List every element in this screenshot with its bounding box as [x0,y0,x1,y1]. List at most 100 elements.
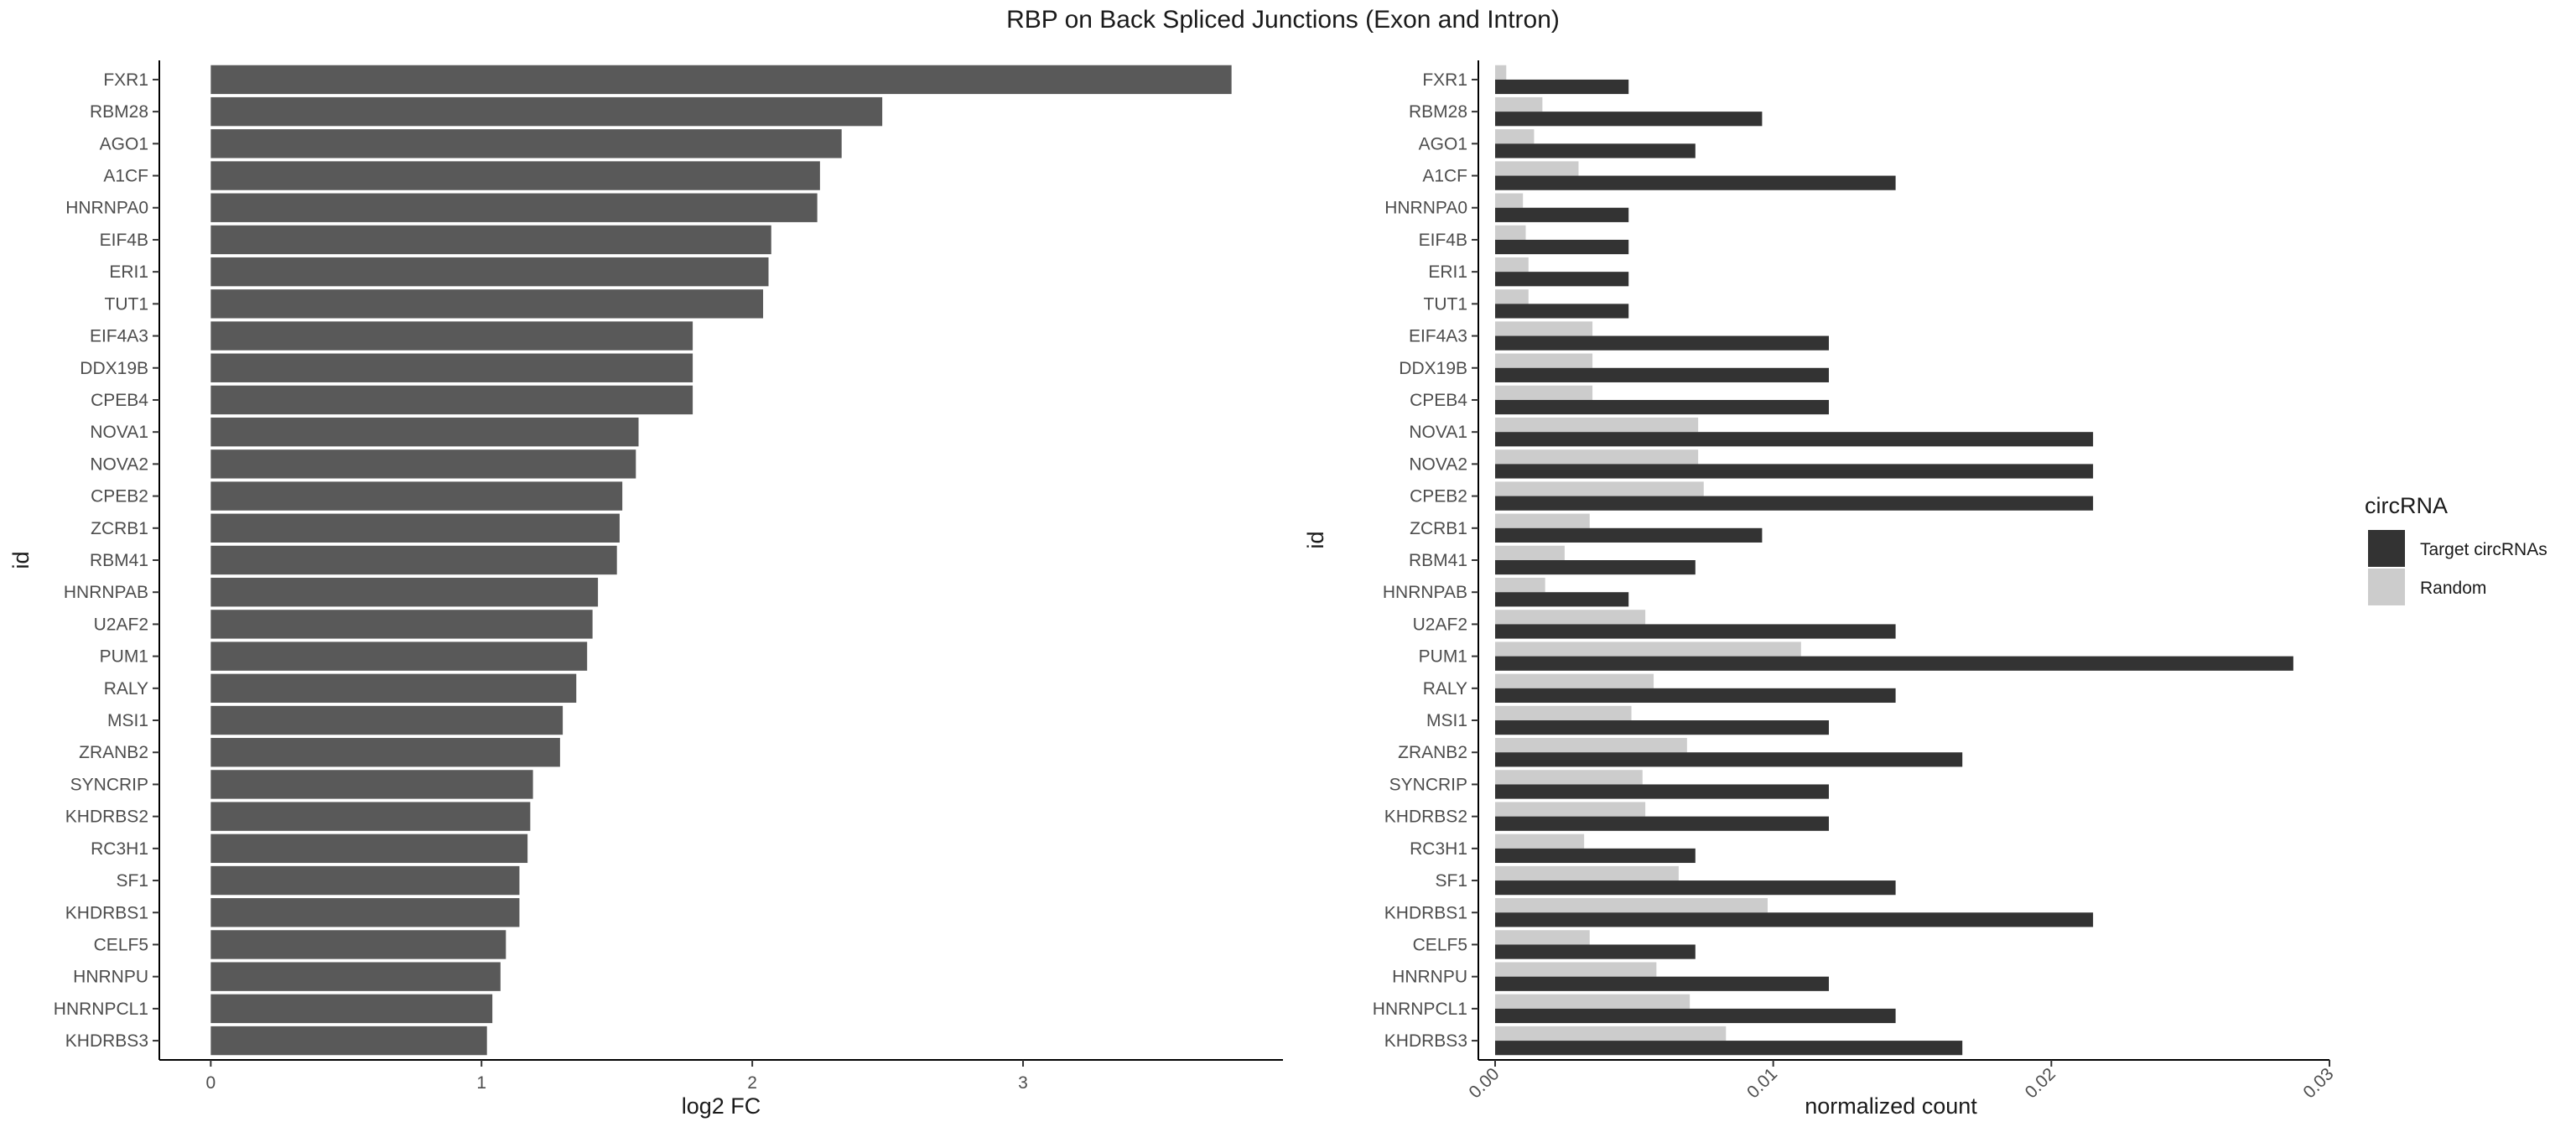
left-y-ticks: FXR1 RBM28 AGO1 A1CF HNRNPA0 EIF4B ERI1 TUT1 EIF… [54,70,159,1051]
right-y-tick-label: MSI1 [1426,711,1467,730]
left-x-axis-label: log2 FC [682,1093,761,1119]
right-y-tick-label: TUT1 [1424,294,1468,314]
left-bar-hnrnpa0 [210,193,818,222]
right-bars [1495,65,2293,1056]
left-y-tick-label: KHDRBS1 [65,903,148,922]
right-bar-target-ago1 [1495,143,1696,158]
right-bar-random-zcrb1 [1495,513,1590,528]
right-bar-random-cpeb2 [1495,481,1704,496]
legend-label-random: Random [2420,579,2486,598]
left-y-tick-label: RALY [104,679,148,699]
legend-swatch-target [2368,530,2405,567]
right-bar-target-hnrnpcl1 [1495,1008,1896,1024]
left-y-tick-label: CPEB2 [91,487,148,506]
chart-title: RBP on Back Spliced Junctions (Exon and … [1006,6,1560,34]
right-bar-target-sf1 [1495,880,1896,896]
left-bar-khdrbs3 [210,1026,487,1056]
right-bar-random-rbm41 [1495,545,1565,560]
right-bar-random-zranb2 [1495,738,1687,753]
left-bar-rbm28 [210,96,883,127]
right-bar-random-khdrbs2 [1495,802,1646,817]
right-bar-random-rbm28 [1495,96,1543,112]
right-y-tick-label: RBM41 [1409,551,1467,570]
right-y-tick-label: RALY [1423,679,1467,699]
right-bar-random-hnrnpcl1 [1495,994,1690,1009]
right-x-tick-label: 0.03 [2299,1064,2337,1102]
right-bar-target-tut1 [1495,304,1629,319]
right-bar-target-nova1 [1495,432,2094,447]
left-x-tick-label: 1 [476,1073,486,1093]
left-bar-hnrnpu [210,962,501,991]
left-bar-sf1 [210,865,520,896]
left-x-ticks: 0 1 2 3 [206,1060,1028,1093]
right-y-tick-label: HNRNPAB [1383,583,1467,602]
left-bar-khdrbs1 [210,898,520,927]
right-y-tick-label: HNRNPCL1 [1373,1000,1467,1019]
right-bar-target-rc3h1 [1495,848,1696,864]
right-bar-random-khdrbs1 [1495,898,1768,913]
left-y-tick-label: PUM1 [100,647,148,667]
right-y-ticks: FXR1 RBM28 AGO1 A1CF HNRNPA0 EIF4B ERI1 TUT1 EIF… [1373,70,1478,1051]
right-bar-target-hnrnpa0 [1495,207,1629,222]
left-y-tick-label: SYNCRIP [70,775,148,794]
left-bar-u2af2 [210,610,593,639]
left-bar-eri1 [210,257,769,287]
left-y-tick-label: ERI1 [109,262,148,282]
right-bar-target-a1cf [1495,175,1896,190]
right-y-tick-label: DDX19B [1399,359,1467,378]
right-bar-target-msi1 [1495,720,1829,735]
right-bar-target-eri1 [1495,272,1629,287]
right-bar-target-syncrip [1495,784,1829,799]
left-y-tick-label: KHDRBS3 [65,1031,148,1051]
right-bar-target-cpeb4 [1495,399,1829,415]
left-y-tick-label: TUT1 [105,294,149,314]
right-bar-random-msi1 [1495,705,1632,721]
left-bar-pum1 [210,641,588,671]
right-bar-random-hnrnpa0 [1495,193,1524,208]
right-bar-target-eif4a3 [1495,335,1829,351]
left-bar-nova2 [210,449,636,479]
left-bar-raly [210,673,577,704]
left-y-tick-label: U2AF2 [94,615,148,634]
right-bar-random-hnrnpu [1495,962,1657,977]
left-y-tick-label: EIF4A3 [90,327,148,346]
right-y-tick-label: RC3H1 [1410,839,1467,859]
left-y-tick-label: AGO1 [100,134,148,153]
right-y-tick-label: PUM1 [1419,647,1467,667]
right-y-tick-label: CELF5 [1413,935,1467,954]
right-y-tick-label: KHDRBS2 [1384,808,1467,827]
right-y-tick-label: EIF4A3 [1409,327,1467,346]
right-bar-target-khdrbs3 [1495,1041,1963,1056]
right-y-tick-label: U2AF2 [1413,615,1467,634]
right-bar-target-u2af2 [1495,624,1896,639]
right-x-tick-label: 0.02 [2022,1064,2059,1102]
left-y-tick-label: HNRNPA0 [65,199,148,218]
left-y-tick-label: EIF4B [100,231,148,250]
left-bar-ddx19b [210,353,693,382]
right-bar-target-nova2 [1495,464,2094,479]
right-bar-target-hnrnpab [1495,592,1629,607]
left-bar-zranb2 [210,738,560,767]
left-bar-cpeb2 [210,481,623,511]
right-y-tick-label: SYNCRIP [1389,775,1467,794]
right-bar-random-a1cf [1495,161,1579,176]
right-y-tick-label: NOVA2 [1409,454,1467,474]
right-bar-random-ago1 [1495,129,1535,144]
right-bar-random-nova1 [1495,417,1699,433]
right-bar-random-nova2 [1495,449,1699,465]
right-bar-random-sf1 [1495,865,1679,881]
right-bar-target-khdrbs2 [1495,816,1829,831]
left-y-tick-label: HNRNPU [73,968,148,987]
right-y-tick-label: KHDRBS1 [1384,903,1467,922]
right-y-tick-label: AGO1 [1419,134,1467,153]
right-bar-target-pum1 [1495,656,2293,671]
right-bar-target-rbm41 [1495,560,1696,575]
right-y-tick-label: A1CF [1422,167,1467,186]
left-bar-celf5 [210,930,506,959]
right-y-tick-label: SF1 [1435,871,1467,891]
right-bar-random-eif4b [1495,225,1526,240]
left-y-tick-label: DDX19B [80,359,148,378]
left-y-tick-label: KHDRBS2 [65,808,148,827]
right-bar-random-eif4a3 [1495,321,1593,336]
